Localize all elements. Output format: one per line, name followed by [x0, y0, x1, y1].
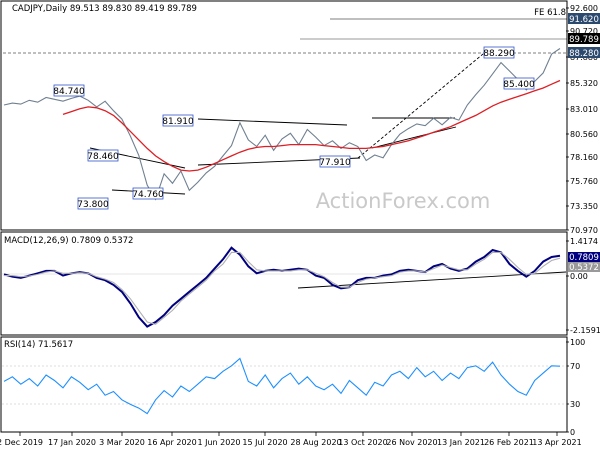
x-tick-label: 26 Nov 2020	[386, 438, 437, 447]
y-tick-label: 85.320	[570, 79, 598, 88]
series-line-macd	[3, 246, 561, 328]
price-title: CADJPY,Daily 89.513 89.830 89.419 89.789	[12, 4, 197, 14]
y-tick-label: 0.00	[570, 272, 588, 281]
label-box-77910	[319, 155, 351, 168]
y-tick-label: -2.1591	[570, 326, 600, 335]
watermark: ActionForex.com	[316, 189, 491, 213]
label-box-84740	[53, 84, 85, 97]
x-tick-label: 1 Jun 2020	[197, 438, 240, 447]
label-box-81910	[162, 114, 194, 127]
label-85400: 85.400	[503, 80, 535, 90]
tag-signal: 0.5372	[569, 263, 599, 273]
tag-last-price-bg	[568, 33, 600, 44]
label-73800: 73.800	[77, 200, 109, 210]
x-tick-label: 17 Jan 2020	[48, 438, 96, 447]
macd-title: MACD(12,26,9) 0.7809 0.5372	[4, 236, 133, 246]
x-tick-label: 15 Jul 2020	[242, 438, 287, 447]
macd-panel-frame	[0, 231, 568, 336]
tag-91620: 91.620	[569, 15, 599, 25]
label-84740: 84.740	[53, 87, 85, 97]
triangle-upper	[197, 118, 348, 126]
price-labels: 84.740 81.910 78.460 73.800 74.760 77.91…	[53, 46, 535, 210]
y-tick-label: 1.4174	[570, 237, 598, 246]
x-tick-label: 3 Mar 2020	[99, 438, 145, 447]
x-tick-label: 26 Feb 2021	[484, 438, 534, 447]
x-tick-label: 28 Aug 2020	[290, 438, 341, 447]
y-tick-label: 30	[570, 400, 580, 409]
y-tick-label: 70.970	[570, 226, 598, 235]
tag-macd-bg	[568, 252, 600, 262]
y-tick-label: 0	[570, 428, 575, 437]
rsi-title: RSI(14) 71.5617	[4, 340, 73, 350]
channel-lower	[371, 126, 457, 149]
label-74760: 74.760	[132, 190, 164, 200]
series-layer	[3, 48, 561, 415]
right-tags: 91.620 89.789 88.280 0.7809 0.5372	[568, 13, 600, 273]
y-tick-label: 83.010	[570, 105, 598, 114]
tag-signal-bg	[568, 262, 600, 272]
y-tick-label: 92.600	[570, 4, 598, 13]
label-box-88290	[483, 46, 515, 59]
tag-macd: 0.7809	[569, 253, 599, 263]
tag-88280-bg	[568, 47, 600, 58]
y-tick-label: 80.560	[570, 130, 598, 139]
label-81910: 81.910	[162, 117, 194, 127]
x-tick-label: 13 Jan 2021	[437, 438, 485, 447]
macd-y-axis: 1.4174 0.00 -2.1591	[566, 237, 600, 335]
tag-91620-bg	[568, 13, 600, 24]
macd-trendline	[297, 271, 567, 289]
y-tick-label: 70	[570, 362, 580, 371]
y-tick-label: 100	[570, 338, 585, 347]
y-tick-label: 75.760	[570, 177, 598, 186]
x-tick-label: 2 Dec 2019	[0, 438, 43, 447]
label-78460: 78.460	[87, 152, 119, 162]
price-panel-frame	[0, 0, 568, 231]
x-tick-label: 13 Oct 2020	[338, 438, 387, 447]
fe-label: FE 61.8	[534, 8, 566, 18]
label-box-85400	[503, 77, 535, 90]
x-axis: 2 Dec 2019 17 Jan 2020 3 Mar 2020 16 Apr 20…	[0, 432, 582, 447]
tag-88280: 88.280	[569, 49, 599, 59]
series-line-price	[3, 48, 561, 201]
rsi-panel-frame	[0, 336, 568, 433]
y-tick-label: 90.720	[570, 27, 598, 36]
y-tick-label: 73.350	[570, 202, 598, 211]
tag-last-price: 89.789	[569, 35, 599, 45]
label-box-78460	[87, 149, 119, 162]
label-box-73800	[77, 197, 109, 210]
rsi-y-axis: 100 70 30 0	[566, 338, 585, 437]
series-line-rsi	[3, 357, 561, 415]
dashed-projection	[357, 53, 484, 159]
label-77910: 77.910	[319, 158, 351, 168]
x-tick-label: 16 Apr 2020	[147, 438, 196, 447]
label-88290: 88.290	[483, 49, 515, 59]
label-box-74760	[132, 187, 164, 200]
y-tick-label: 78.160	[570, 153, 598, 162]
x-tick-label: 13 Apr 2021	[532, 438, 581, 447]
series-line-ma	[62, 79, 561, 172]
series-line-signal	[4, 251, 561, 325]
